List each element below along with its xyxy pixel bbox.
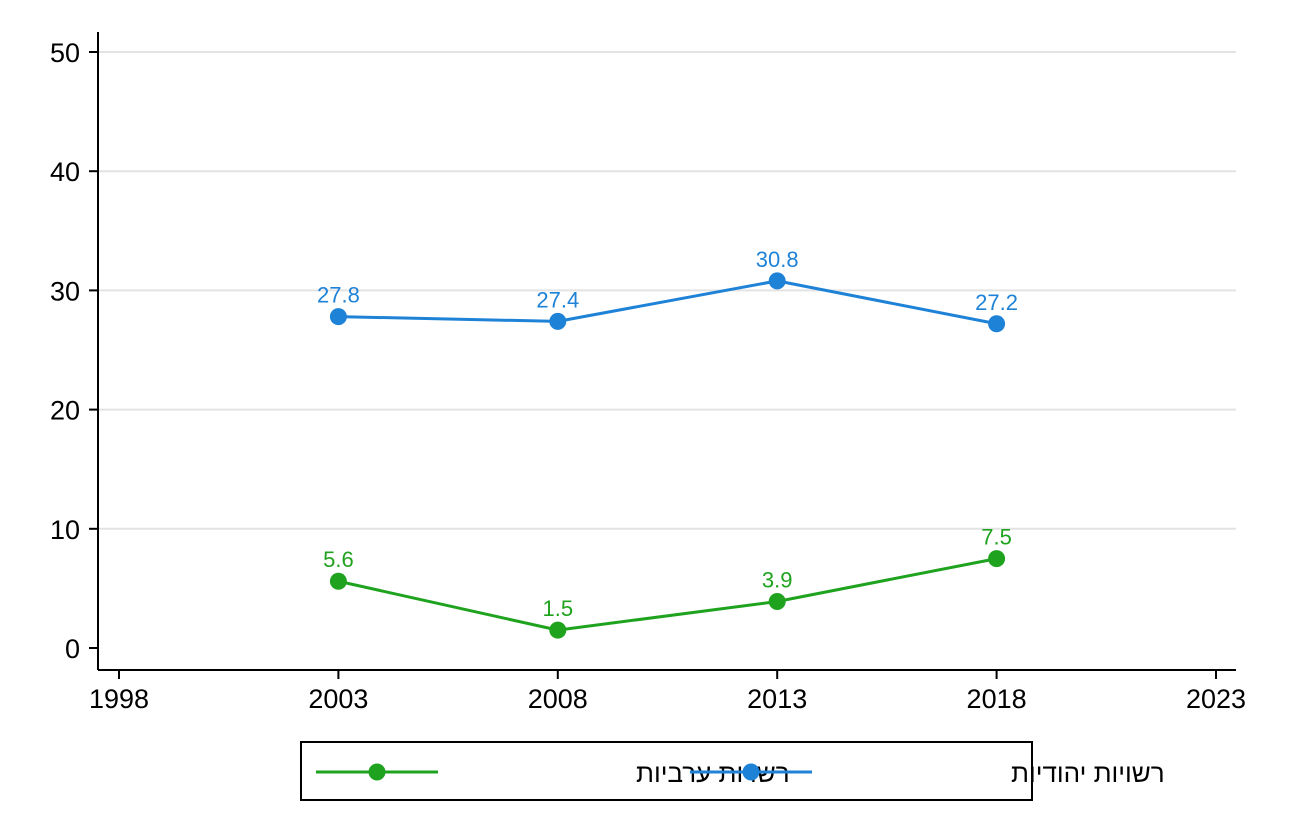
data-label: 27.4 (536, 287, 579, 312)
legend-label: רשויות יהודיות (1011, 758, 1165, 788)
y-tick-label: 50 (50, 38, 80, 68)
y-tick-label: 30 (50, 276, 80, 306)
data-label: 7.5 (981, 525, 1012, 550)
y-tick-label: 40 (50, 157, 80, 187)
series-line (338, 557, 997, 632)
series-1: 27.8 27.4 30.8 27.2 (317, 247, 1018, 333)
data-label: 27.2 (975, 290, 1018, 315)
x-tick-label: 2003 (308, 684, 368, 714)
legend-item-1: רשויות יהודיות (690, 758, 1165, 788)
data-point (329, 572, 347, 590)
x-tick-label: 2018 (967, 684, 1027, 714)
data-label: 5.6 (323, 547, 354, 572)
data-point (768, 593, 786, 611)
legend-marker (368, 763, 386, 781)
y-tick-label: 20 (50, 396, 80, 426)
data-point (549, 312, 567, 330)
axes: 0 10 20 30 40 50 1998 2003 2008 2013 2018 2023 (50, 32, 1246, 714)
y-tick-label: 0 (65, 634, 80, 664)
data-point (549, 621, 567, 639)
legend-marker (742, 763, 760, 781)
data-point (329, 308, 347, 326)
data-label: 1.5 (543, 596, 574, 621)
data-label: 27.8 (317, 283, 360, 308)
series-layer: 5.6 1.5 3.9 7.5 27.8 27.4 30.8 27.2 (317, 247, 1018, 639)
data-point (988, 315, 1006, 333)
legend: רשויות ערביות רשויות יהודיות (300, 741, 1165, 801)
x-tick-label: 2013 (747, 684, 807, 714)
x-tick-label: 2023 (1186, 684, 1246, 714)
x-tick-label: 2008 (528, 684, 588, 714)
series-line (338, 279, 997, 326)
x-tick-label: 1998 (89, 684, 149, 714)
series-0: 5.6 1.5 3.9 7.5 (323, 525, 1012, 639)
y-tick-label: 10 (50, 515, 80, 545)
data-label: 3.9 (762, 568, 793, 593)
grid-lines (98, 51, 1236, 530)
data-label: 30.8 (756, 247, 799, 272)
data-point (988, 550, 1006, 568)
data-point (768, 272, 786, 290)
